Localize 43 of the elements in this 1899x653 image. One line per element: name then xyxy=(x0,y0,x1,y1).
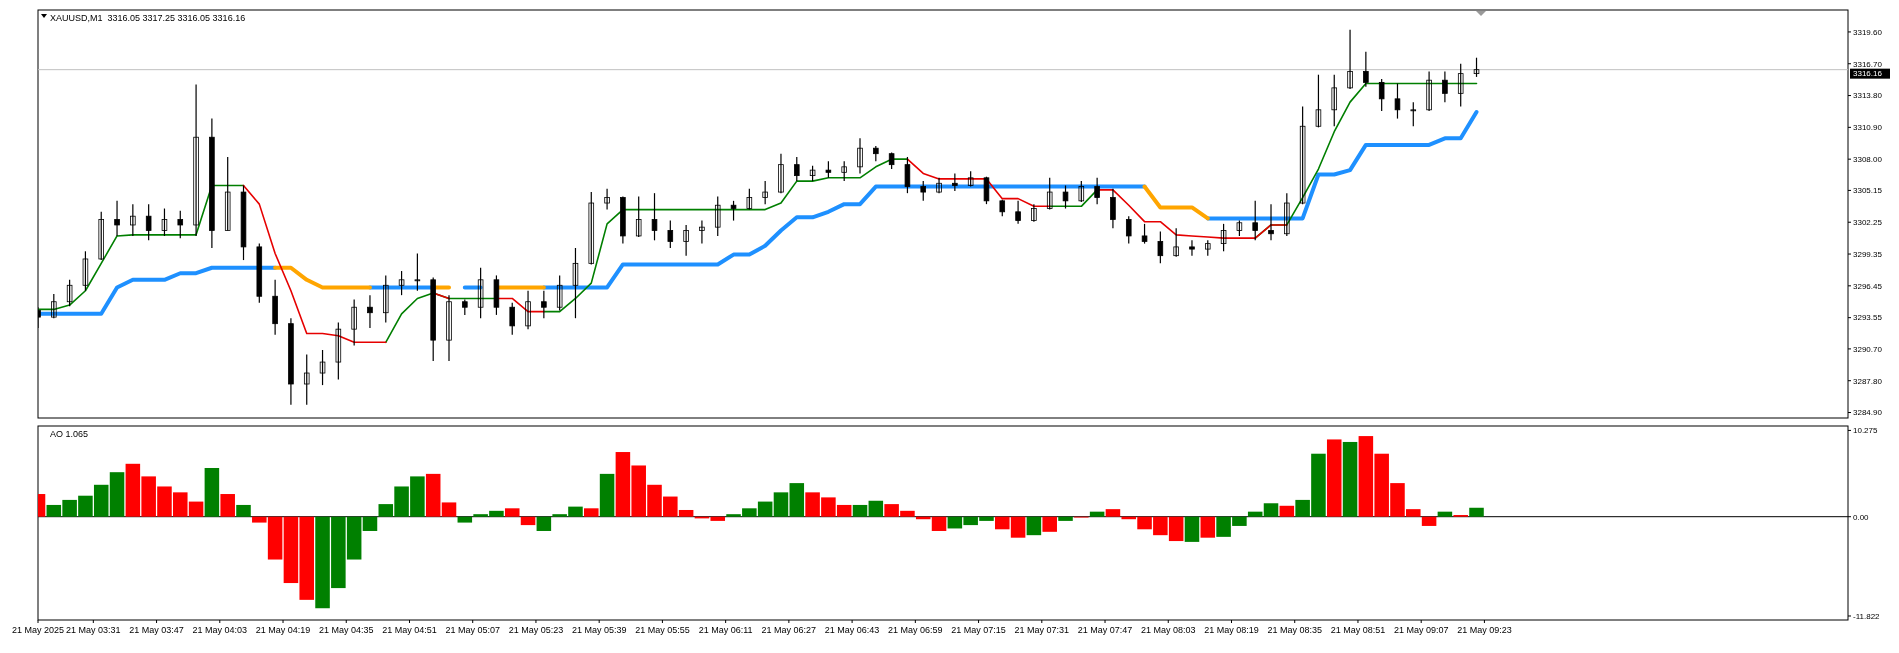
x-tick-label: 21 May 05:23 xyxy=(508,625,564,635)
x-tick-label: 21 May 03:31 xyxy=(66,625,121,635)
y-tick-label: 10.275 xyxy=(1853,426,1879,436)
x-tick-label: 21 May 07:31 xyxy=(1014,625,1070,635)
y-tick-label: 0.00 xyxy=(1853,512,1870,522)
chart-title: AO 1.065 xyxy=(50,429,89,439)
y-tick-label: 3313.80 xyxy=(1853,91,1883,101)
x-tick-label: 21 May 06:59 xyxy=(888,625,943,635)
y-tick-label: 3293.55 xyxy=(1853,313,1883,323)
y-tick-label: 3319.60 xyxy=(1853,27,1883,37)
x-tick-label: 21 May 08:03 xyxy=(1140,625,1196,635)
y-tick-label: 3305.15 xyxy=(1853,186,1883,196)
y-tick-label: 3310.90 xyxy=(1853,123,1883,133)
x-tick-label: 21 May 05:07 xyxy=(445,625,500,635)
chart-title: XAUUSD,M1 3316.05 3317.25 3316.05 3316.16 xyxy=(50,13,246,23)
y-tick-label: 3299.35 xyxy=(1853,249,1883,259)
x-tick-label: 21 May 04:51 xyxy=(382,625,437,635)
y-tick-label: 3296.45 xyxy=(1853,281,1883,291)
x-tick-label: 21 May 04:19 xyxy=(255,625,311,635)
x-tick-label: 21 May 05:39 xyxy=(571,625,627,635)
x-tick-label: 21 May 07:15 xyxy=(951,625,1006,635)
x-tick-label: 21 May 08:35 xyxy=(1267,625,1322,635)
y-tick-label: -11.822 xyxy=(1853,611,1881,621)
x-tick-label: 21 May 03:47 xyxy=(129,625,184,635)
x-tick-label: 21 May 05:55 xyxy=(635,625,690,635)
y-tick-label: 3284.90 xyxy=(1853,408,1883,418)
x-tick-label: 21 May 04:03 xyxy=(192,625,248,635)
x-tick-label: 21 May 06:43 xyxy=(824,625,880,635)
x-tick-label: 21 May 06:27 xyxy=(761,625,817,635)
x-tick-label: 21 May 09:07 xyxy=(1393,625,1449,635)
y-tick-label: 3287.80 xyxy=(1853,376,1883,386)
y-tick-label: 3290.70 xyxy=(1853,344,1883,354)
x-tick-label: 21 May 07:47 xyxy=(1077,625,1133,635)
y-tick-label: 3316.70 xyxy=(1853,59,1883,69)
x-tick-label: 21 May 08:19 xyxy=(1204,625,1259,635)
x-tick-label: 21 May 06:11 xyxy=(698,625,753,635)
x-tick-label: 21 May 2025 xyxy=(11,625,65,635)
x-tick-label: 21 May 09:23 xyxy=(1457,625,1512,635)
x-tick-label: 21 May 08:51 xyxy=(1330,625,1386,635)
ref-line-label: 3316.16 xyxy=(1853,69,1883,79)
y-tick-label: 3302.25 xyxy=(1853,218,1883,228)
x-tick-label: 21 May 04:35 xyxy=(318,625,374,635)
y-tick-label: 3308.00 xyxy=(1853,154,1883,164)
